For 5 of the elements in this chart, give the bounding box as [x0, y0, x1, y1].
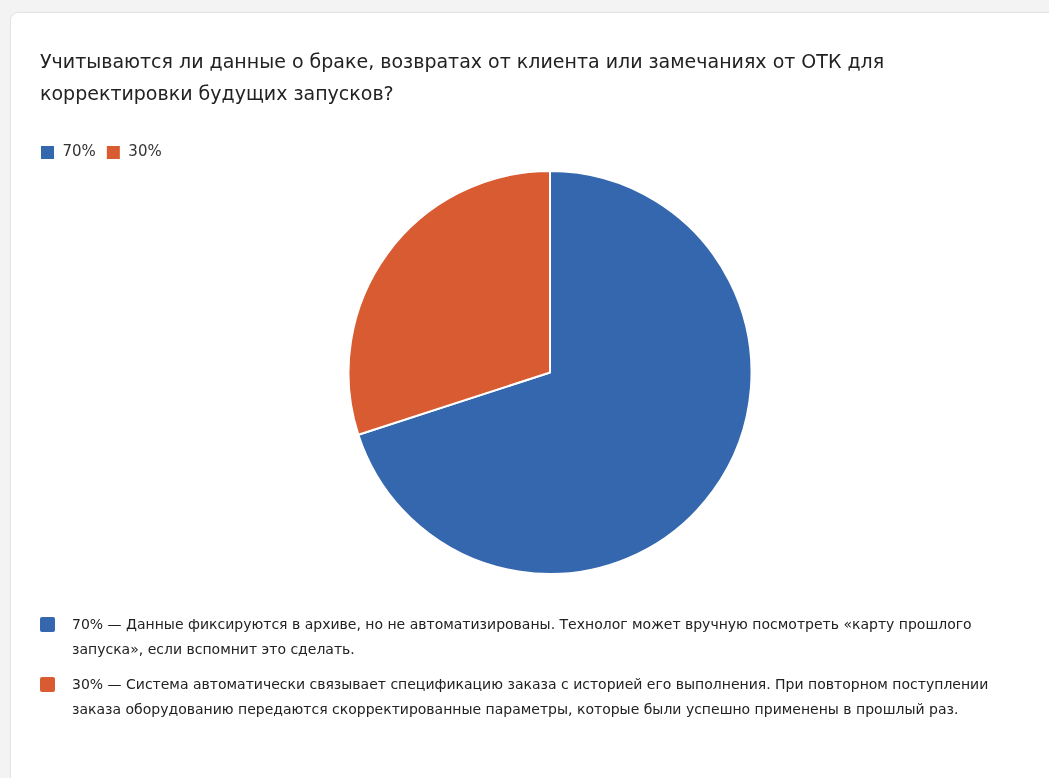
- text: 70% — Данные фиксируются в архиве, но не автоматизированы. Технолог может вручную посмотреть «карту прошлого запуска», если вспомнит это сделать.: [72, 616, 972, 657]
- chart-title: Учитываются ли данные о браке, возвратах от клиента или замечаниях от ОТК для корректировки будущих запусков?: [40, 49, 886, 106]
- text: 30% — Система автоматически связывает спецификацию заказа с историей его выполнения. При повторном поступлении заказа оборудованию передаются скорректированные параметры, которые были успешно применены в прошлый раз.: [72, 676, 989, 717]
- legend-label: 30%: [128, 142, 162, 161]
- legend-label: 70%: [62, 142, 96, 161]
